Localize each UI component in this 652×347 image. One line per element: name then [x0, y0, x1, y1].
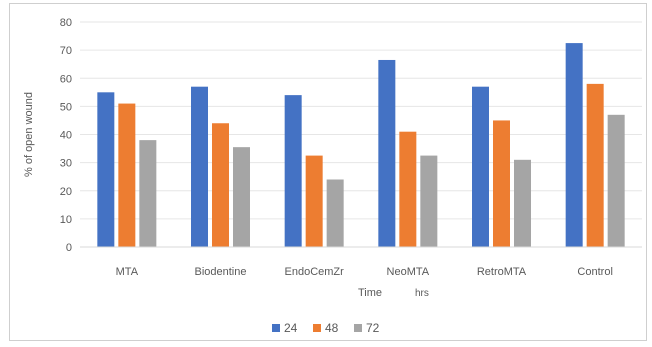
y-axis-ticks: 0 10 20 30 40 50 60 70 80	[60, 17, 72, 254]
bar-neomta-48	[399, 131, 417, 247]
bar-mta-48	[118, 103, 136, 247]
x-axis-title: Time	[358, 287, 382, 299]
chart-frame: 0 10 20 30 40 50 60 70 80 MTA Biodentine EndoCemZr…	[9, 3, 647, 341]
legend-swatch-48	[313, 324, 321, 332]
bar-mta-24	[97, 92, 115, 247]
legend-label-72: 72	[366, 321, 380, 335]
bar-biodentine-24	[191, 86, 208, 247]
gridlines	[80, 21, 642, 220]
y-tick-label: 10	[60, 214, 72, 226]
bar-retromta-24	[472, 86, 489, 247]
legend-swatch-24	[272, 324, 280, 332]
bar-biodentine-72	[233, 147, 250, 247]
x-tick-label: Control	[577, 266, 612, 278]
y-tick-label: 30	[60, 158, 72, 170]
x-tick-label: MTA	[116, 266, 139, 278]
x-axis-unit: hrs	[415, 288, 429, 299]
bar-endocemzr-24	[284, 95, 302, 247]
y-tick-label: 0	[66, 242, 72, 254]
bar-biodentine-48	[212, 123, 229, 247]
bar-control-48	[586, 83, 604, 247]
x-axis-ticks: MTA Biodentine EndoCemZr NeoMTA RetroMTA Cont…	[116, 266, 613, 278]
bar-neomta-72	[420, 155, 438, 247]
legend-label-48: 48	[325, 321, 339, 335]
bar-retromta-72	[514, 159, 531, 247]
x-tick-label: NeoMTA	[387, 266, 430, 278]
bar-endocemzr-72	[326, 179, 344, 247]
bar-retromta-48	[493, 120, 510, 247]
legend: 24 48 72	[272, 321, 380, 335]
bar-mta-72	[139, 140, 157, 247]
y-tick-label: 40	[60, 130, 72, 142]
legend-swatch-72	[354, 324, 362, 332]
x-tick-label: Biodentine	[195, 266, 247, 278]
bars	[97, 43, 625, 247]
bar-chart: 0 10 20 30 40 50 60 70 80 MTA Biodentine EndoCemZr…	[23, 17, 642, 335]
y-tick-label: 60	[60, 73, 72, 85]
y-tick-label: 20	[60, 186, 72, 198]
y-tick-label: 70	[60, 45, 72, 57]
x-tick-label: RetroMTA	[477, 266, 527, 278]
y-tick-label: 50	[60, 101, 72, 113]
legend-label-24: 24	[284, 321, 298, 335]
bar-endocemzr-48	[305, 155, 323, 247]
x-tick-label: EndoCemZr	[285, 266, 345, 278]
y-tick-label: 80	[60, 17, 72, 29]
bar-neomta-24	[378, 59, 396, 247]
y-axis-title: % of open wound	[23, 92, 35, 177]
bar-control-24	[565, 43, 583, 247]
bar-control-72	[607, 114, 625, 247]
